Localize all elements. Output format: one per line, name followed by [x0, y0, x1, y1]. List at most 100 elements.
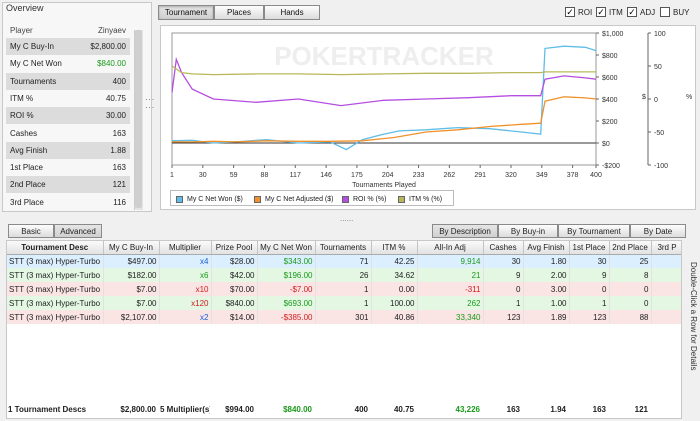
y-left-tick-label: $800	[602, 53, 618, 60]
table-cell: $2,107.00	[103, 310, 160, 324]
table-totals-row: 1 Tournament Descs $2,800.00 5 Multiplier(…	[6, 405, 682, 419]
table-cell: 1.80	[523, 254, 570, 268]
totals-cell: $2,800.00	[120, 405, 156, 414]
column-header[interactable]: Prize Pool	[211, 241, 258, 255]
tab-tournament[interactable]: Tournament	[158, 5, 214, 20]
legend-swatch	[398, 195, 405, 203]
column-header[interactable]: Avg Finish	[523, 241, 570, 255]
checkbox-itm[interactable]: ✓ ITM	[596, 7, 623, 17]
overview-header-value: Zinyaev	[97, 26, 126, 35]
column-header[interactable]: My C Buy-In	[103, 241, 160, 255]
column-header[interactable]: 3rd P	[651, 241, 681, 255]
tab-places[interactable]: Places	[214, 5, 264, 20]
tab-basic[interactable]: Basic	[8, 224, 54, 238]
series-line-1	[172, 96, 597, 143]
legend-item: ITM % (%)	[398, 194, 442, 204]
y-right-tick-label: 100	[654, 31, 666, 38]
table-cell: 100.00	[371, 296, 418, 310]
buy-check-box[interactable]	[660, 7, 670, 17]
table-cell: -$385.00	[257, 310, 316, 324]
results-table: Tournament Desc My C Buy-In Multiplier Priz…	[6, 240, 682, 419]
table-cell: 1	[569, 296, 610, 310]
totals-cell: 400	[354, 405, 368, 414]
overview-resize-grip[interactable]: ⋮⋮	[145, 95, 155, 111]
x-tick-label: 88	[261, 172, 269, 179]
column-header[interactable]: Tournaments	[315, 241, 372, 255]
panel-splitter[interactable]: ......	[340, 214, 354, 223]
x-axis-label: Tournaments Played	[352, 182, 416, 189]
tab-advanced[interactable]: Advanced	[54, 224, 102, 238]
tab-by-description[interactable]: By Description	[432, 224, 498, 238]
table-row[interactable]: STT (3 max) Hyper-Turbo $182.00 x6 $42.00 $1…	[7, 268, 681, 282]
table-cell: 123	[569, 310, 610, 324]
overview-row-label: Cashes	[10, 128, 38, 138]
y-right-tick-label: 50	[654, 64, 662, 71]
table-cell: 1	[315, 296, 372, 310]
table-cell: $70.00	[211, 282, 258, 296]
legend-label: ITM % (%)	[409, 195, 443, 203]
table-row[interactable]: STT (3 max) Hyper-Turbo $497.00 x4 $28.00 $3…	[7, 254, 681, 268]
table-cell: 0	[569, 282, 610, 296]
column-header[interactable]: All-In Adj	[417, 241, 484, 255]
table-cell: 30	[483, 254, 524, 268]
checkbox-roi[interactable]: ✓ ROI	[565, 7, 592, 17]
table-cell: x2	[159, 310, 212, 324]
overview-row-value: 400	[112, 76, 126, 86]
overview-scroll-thumb[interactable]	[135, 30, 142, 208]
legend-item: My C Net Won ($)	[176, 194, 243, 204]
table-row[interactable]: STT (3 max) Hyper-Turbo $7.00 x10 $70.00 -$7…	[7, 282, 681, 296]
table-cell: STT (3 max) Hyper-Turbo	[7, 296, 104, 310]
checkbox-buy-label: BUY	[673, 7, 690, 17]
roi-check-box[interactable]: ✓	[565, 7, 575, 17]
table-cell: $182.00	[103, 268, 160, 282]
line-chart: POKERTRACKER 1 30 59 88 117 146 175 204 233 262 291…	[170, 31, 692, 189]
checkbox-buy[interactable]: BUY	[660, 7, 689, 17]
itm-check-box[interactable]: ✓	[596, 7, 606, 17]
table-cell: 25	[609, 254, 652, 268]
table-cell: 1	[315, 282, 372, 296]
table-cell: 34.62	[371, 268, 418, 282]
y-left-tick-label: $200	[602, 119, 618, 126]
column-header[interactable]: My C Net Won	[257, 241, 316, 255]
y-right-tick-label: 0	[654, 97, 658, 104]
table-cell: $7.00	[103, 296, 160, 310]
overview-row-value: 1.88	[110, 145, 126, 155]
x-tick-label: 117	[290, 172, 301, 179]
adj-check-box[interactable]: ✓	[627, 7, 637, 17]
overview-row-label: My C Net Won	[10, 59, 62, 69]
overview-row: ITM % 40.75	[6, 90, 130, 107]
table-cell: 0.00	[371, 282, 418, 296]
table-cell: 21	[417, 268, 484, 282]
tab-by-buy-in[interactable]: By Buy-in	[498, 224, 558, 238]
overview-row-label: ROI %	[10, 111, 34, 121]
y-right-tick-label: -100	[654, 163, 668, 170]
column-header[interactable]: Tournament Desc	[7, 241, 104, 255]
checkbox-itm-label: ITM	[609, 7, 623, 17]
table-row[interactable]: STT (3 max) Hyper-Turbo $2,107.00 x2 $14.00…	[7, 310, 681, 324]
table-cell: x10	[159, 282, 212, 296]
column-header[interactable]: 1st Place	[569, 241, 610, 255]
table-cell: 9	[483, 268, 524, 282]
column-header[interactable]: ITM %	[371, 241, 418, 255]
overview-row: 3rd Place 116	[6, 194, 130, 211]
checkbox-adj[interactable]: ✓ ADJ	[627, 7, 655, 17]
tab-hands[interactable]: Hands	[264, 5, 320, 20]
legend-swatch	[342, 195, 349, 203]
table-cell: 26	[315, 268, 372, 282]
x-tick-label: 146	[320, 172, 332, 179]
totals-cell: 43,226	[455, 405, 480, 414]
overview-row-value: 116	[113, 197, 126, 207]
table-cell: 0	[609, 296, 652, 310]
column-header[interactable]: 2nd Place	[609, 241, 652, 255]
overview-row-label: Tournaments	[10, 76, 57, 86]
y-left-tick-label: $0	[602, 141, 610, 148]
table-row[interactable]: STT (3 max) Hyper-Turbo $7.00 x120 $840.00 $…	[7, 296, 681, 310]
totals-cell: 1 Tournament Descs	[8, 405, 87, 414]
table-cell: 8	[609, 268, 652, 282]
column-header[interactable]: Multiplier	[159, 241, 212, 255]
overview-header-row: Player Zinyaev	[6, 22, 130, 39]
column-header[interactable]: Cashes	[483, 241, 524, 255]
tab-by-date[interactable]: By Date	[630, 224, 686, 238]
tab-by-tournament[interactable]: By Tournament	[558, 224, 630, 238]
y-left-tick-label: -$200	[602, 163, 620, 170]
